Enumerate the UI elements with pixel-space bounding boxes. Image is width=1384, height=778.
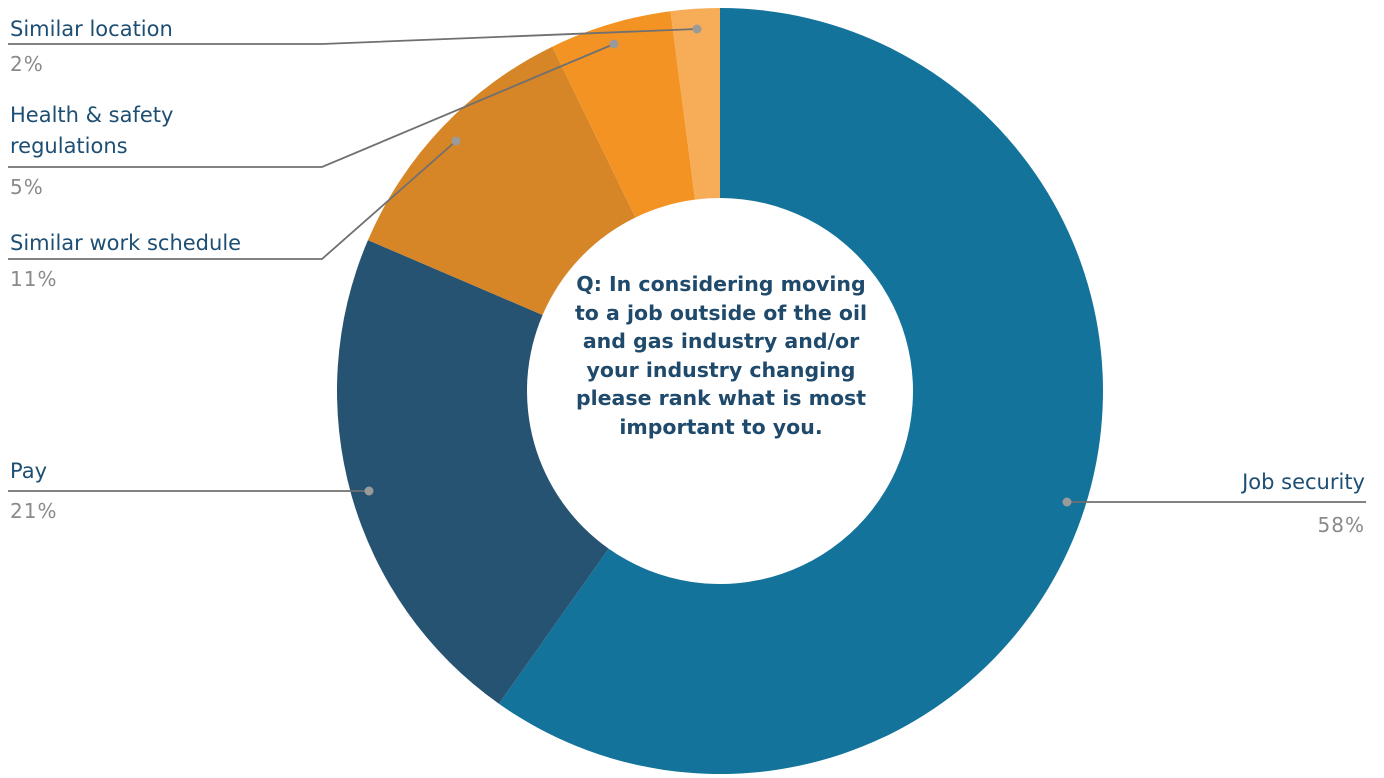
center-question-text: Q: In considering moving to a job outsid… [574,272,868,439]
slice-label-health-and-safety-regulations: Health & safety regulations [10,103,173,158]
leader-dot-pay [364,486,374,496]
leader-line-health-and-safety-regulations [8,43,615,168]
slice-similar-work-schedule [367,46,636,315]
slice-label-job-security: Job security [1240,470,1365,494]
slice-value-health-and-safety-regulations: 5% [10,175,44,199]
slice-value-pay: 21% [10,499,57,523]
leader-lines-layer [8,24,1366,507]
leader-dot-similar-work-schedule [451,136,461,146]
slices-layer [336,8,1103,774]
slice-job-security [498,8,1103,774]
slice-similar-location [670,8,720,200]
leader-line-similar-location [8,28,698,45]
slice-label-similar-work-schedule: Similar work schedule [10,231,241,255]
leader-dot-health-and-safety-regulations [609,39,619,49]
leader-dot-job-security [1062,497,1072,507]
slice-value-similar-work-schedule: 11% [10,267,57,291]
labels-layer: Job security 58% Pay 21% Similar work schedu… [10,17,1365,537]
slice-label-pay: Pay [10,459,47,483]
slice-value-job-security: 58% [1318,513,1365,537]
slice-health-and-safety-regulations [552,11,696,218]
slice-value-similar-location: 2% [10,52,44,76]
slice-label-similar-location: Similar location [10,17,173,41]
leader-dot-similar-location [692,24,702,34]
leader-line-similar-work-schedule [8,140,457,260]
slice-pay [336,240,609,704]
